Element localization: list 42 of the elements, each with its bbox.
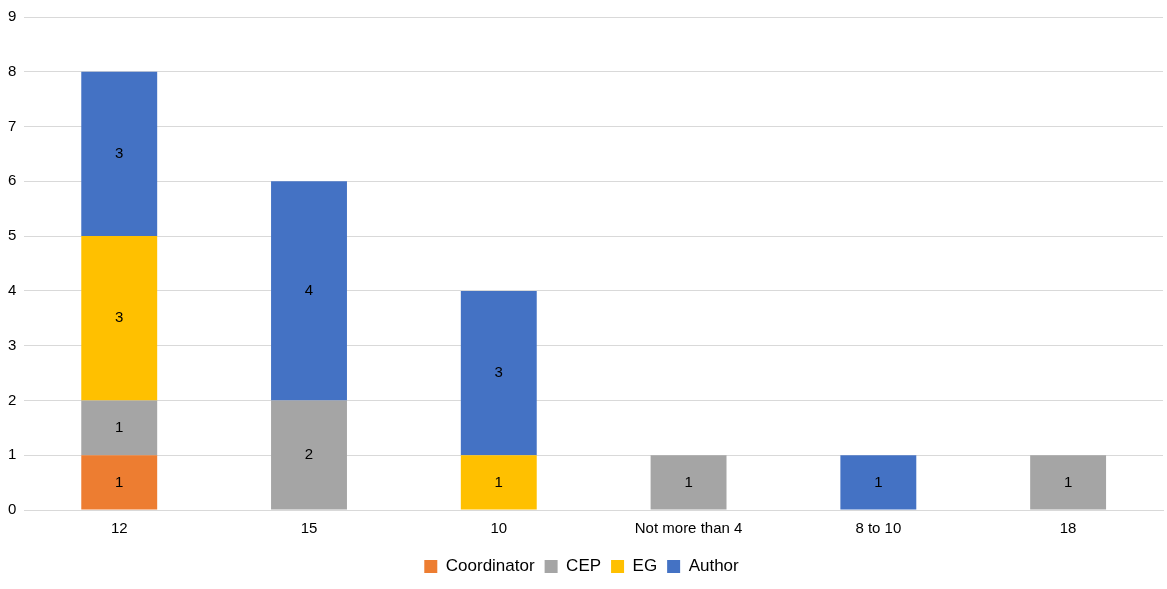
data-label: 3 [494,363,503,381]
legend-label: EG [632,556,658,576]
bar [271,400,347,510]
bar [81,455,158,510]
x-tick-label: 10 [490,519,508,537]
x-tick-label: 8 to 10 [855,519,902,537]
data-label: 1 [115,417,124,435]
data-label: 4 [304,281,314,299]
y-tick-label: 5 [8,226,17,244]
data-label: 1 [874,472,883,490]
y-tick-label: 3 [8,335,17,353]
y-tick-label: 7 [8,116,17,134]
bar [460,455,537,510]
data-label: 1 [1063,472,1073,490]
y-tick-label: 9 [8,7,17,25]
x-tick-label: 12 [110,519,128,537]
y-tick-label: 0 [8,500,17,518]
x-tick-label: Not more than 4 [634,519,743,537]
y-tick-label: 6 [8,171,17,189]
y-tick-label: 4 [8,281,17,299]
x-tick-label: 15 [300,519,318,537]
bar [460,290,537,456]
y-tick-label: 1 [8,445,17,463]
bar [650,455,727,510]
data-label: 2 [304,445,314,463]
legend-label: CEP [566,556,602,576]
bar [81,236,158,401]
data-label: 1 [115,472,124,490]
data-label: 1 [494,472,503,490]
y-tick-label: 8 [8,61,17,79]
bar [840,455,917,510]
bar [81,71,158,237]
legend-label: Coordinator [445,556,535,576]
bar [271,181,347,401]
legend-label: Author [688,556,740,576]
bar [81,400,158,456]
bar [1030,455,1107,510]
x-tick-label: 18 [1059,519,1077,537]
data-label: 3 [115,144,124,162]
data-label: 1 [684,472,693,490]
y-tick-label: 2 [8,390,17,408]
data-label: 3 [115,308,124,326]
